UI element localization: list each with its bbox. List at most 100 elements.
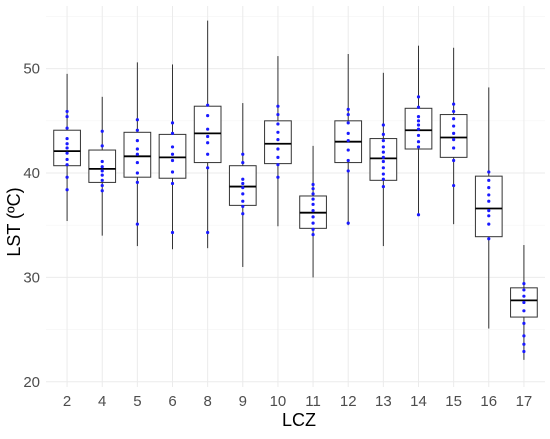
data-point: [170, 152, 175, 156]
data-point: [381, 177, 385, 181]
x-tick-label: 11: [305, 393, 321, 410]
data-point: [100, 159, 104, 164]
data-point: [311, 215, 315, 219]
data-point: [522, 294, 526, 298]
data-point: [346, 221, 350, 225]
data-point: [276, 147, 280, 151]
data-point: [65, 175, 69, 179]
data-point: [65, 126, 69, 130]
data-point: [522, 300, 526, 305]
data-point: [100, 173, 104, 177]
data-point: [452, 131, 456, 135]
x-tick-label: 17: [516, 393, 533, 410]
data-point: [381, 139, 385, 143]
data-point: [416, 115, 421, 119]
data-point: [241, 160, 245, 165]
data-point: [346, 107, 350, 111]
data-point: [241, 199, 245, 203]
x-tick-label: 15: [445, 393, 462, 410]
data-point: [276, 122, 280, 126]
data-point: [416, 95, 421, 99]
data-point: [487, 186, 491, 190]
data-point: [522, 321, 526, 325]
data-point: [135, 171, 139, 175]
data-point: [170, 145, 175, 149]
data-point: [381, 155, 385, 159]
data-point: [65, 109, 69, 114]
data-point: [487, 208, 491, 213]
data-point: [206, 103, 210, 107]
data-point: [206, 152, 210, 156]
x-tick-label: 14: [410, 393, 427, 410]
y-tick-label: 50: [23, 61, 40, 78]
data-point: [100, 169, 104, 173]
data-point: [170, 158, 175, 163]
data-point: [487, 199, 491, 203]
data-point: [135, 139, 139, 143]
data-point: [416, 133, 421, 138]
data-point: [311, 192, 315, 196]
data-point: [241, 152, 245, 156]
data-point: [100, 129, 104, 133]
x-tick-label: 2: [63, 393, 71, 410]
x-tick-label: 12: [340, 393, 357, 410]
data-point: [452, 146, 456, 150]
data-point: [452, 124, 456, 128]
data-point: [135, 222, 139, 226]
x-tick-label: 10: [270, 393, 287, 410]
data-point: [100, 165, 104, 169]
data-point: [100, 144, 104, 148]
data-point: [100, 183, 104, 188]
box-group: [369, 72, 398, 247]
data-point: [452, 109, 456, 114]
data-point: [241, 192, 245, 196]
data-point: [311, 197, 315, 201]
box-layer: [53, 20, 538, 360]
data-point: [381, 123, 385, 127]
data-point: [276, 163, 280, 167]
data-point: [276, 155, 280, 159]
data-point: [206, 230, 210, 235]
data-point: [381, 172, 385, 176]
data-point: [65, 163, 69, 167]
data-point: [311, 208, 315, 213]
data-point: [135, 118, 139, 122]
data-point: [170, 230, 175, 235]
data-point: [522, 349, 526, 354]
y-tick-label: 20: [23, 374, 40, 391]
data-point: [170, 181, 175, 186]
box: [474, 175, 503, 238]
data-point: [135, 160, 139, 165]
data-point: [100, 178, 104, 182]
grid-layer: [46, 6, 545, 387]
data-point: [346, 169, 350, 173]
box-group: [474, 87, 503, 329]
data-point: [346, 112, 350, 117]
data-point: [381, 166, 385, 170]
data-point: [311, 221, 315, 225]
data-point: [487, 170, 491, 174]
data-point: [452, 138, 456, 142]
data-point: [416, 127, 421, 131]
data-point: [346, 139, 350, 143]
data-point: [416, 145, 421, 149]
data-point: [241, 177, 245, 181]
data-point: [206, 166, 210, 170]
data-point: [135, 147, 139, 151]
data-point: [276, 130, 280, 134]
data-point: [381, 159, 385, 164]
data-point: [487, 193, 491, 197]
box-group: [193, 20, 222, 249]
data-point: [487, 178, 491, 182]
data-point: [135, 152, 139, 156]
data-point: [276, 138, 280, 142]
x-axis-title: LCZ: [282, 410, 316, 430]
data-point: [522, 288, 526, 292]
data-point: [206, 114, 210, 118]
data-point: [241, 212, 245, 216]
data-point: [170, 121, 175, 125]
data-point: [416, 213, 421, 217]
data-point: [241, 186, 245, 190]
